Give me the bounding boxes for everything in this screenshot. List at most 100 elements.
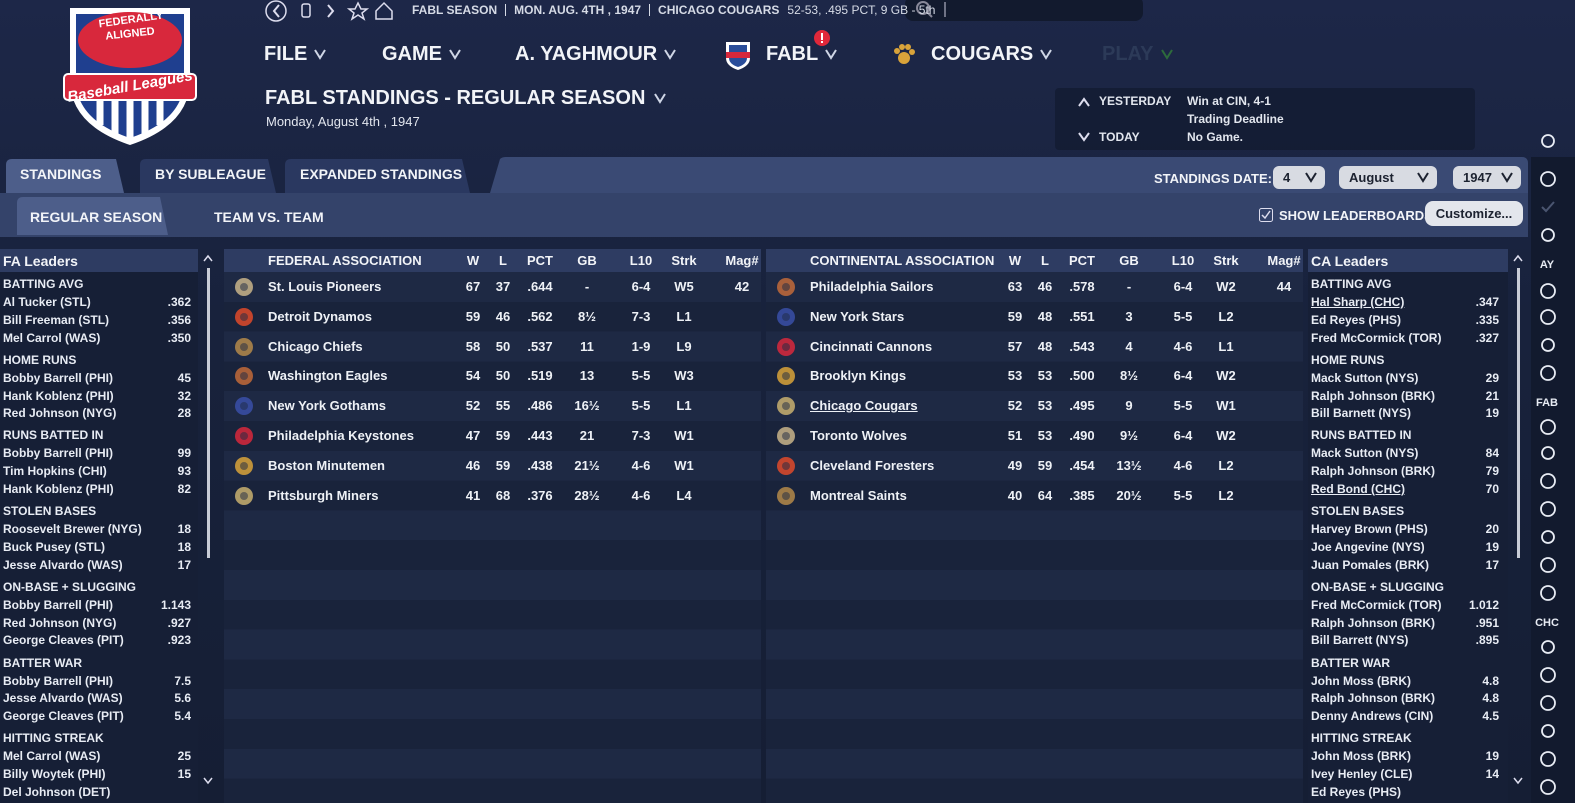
team-name[interactable]: Chicago Chiefs xyxy=(268,338,363,354)
team-name[interactable]: Brooklyn Kings xyxy=(810,368,907,384)
sidebar-icon[interactable] xyxy=(1539,722,1557,740)
tab[interactable]: EXPANDED STANDINGS xyxy=(300,166,463,182)
column-header[interactable]: L xyxy=(499,253,507,268)
subtab[interactable]: TEAM VS. TEAM xyxy=(214,209,324,225)
team-name[interactable]: Cleveland Foresters xyxy=(810,457,935,473)
column-header[interactable]: W xyxy=(466,253,480,268)
leader-name[interactable]: Hal Sharp (CHC) xyxy=(1311,295,1405,309)
tab[interactable]: STANDINGS xyxy=(20,166,102,182)
team-name[interactable]: Boston Minutemen xyxy=(268,457,385,473)
menu-item[interactable]: A. YAGHMOUR xyxy=(515,43,658,65)
team-name[interactable]: Washington Eagles xyxy=(268,368,388,384)
menu-item[interactable]: FILE xyxy=(264,43,308,65)
stat-cell: L1 xyxy=(676,398,692,414)
stat-cell: 5-5 xyxy=(1173,308,1193,324)
date-dropdown[interactable]: August xyxy=(1339,166,1437,189)
sidebar-icon[interactable] xyxy=(1539,336,1557,354)
column-header[interactable]: PCT xyxy=(1069,253,1095,268)
column-header[interactable]: Mag# xyxy=(1267,253,1301,268)
checkbox-label[interactable]: SHOW LEADERBOARDS xyxy=(1279,208,1433,223)
column-header[interactable]: GB xyxy=(577,253,597,268)
team-name[interactable]: Chicago Cougars xyxy=(810,398,918,414)
dropdown-chevron[interactable] xyxy=(1501,172,1513,183)
sidebar-icon[interactable] xyxy=(1539,444,1557,462)
nav-icons[interactable] xyxy=(262,0,393,22)
customize-button[interactable]: Customize... xyxy=(1425,201,1523,226)
sidebar-icon[interactable] xyxy=(1539,308,1557,326)
sidebar-icon[interactable] xyxy=(1539,364,1557,382)
menu-chevron[interactable] xyxy=(824,48,838,60)
column-header[interactable]: GB xyxy=(1119,253,1139,268)
sidebar-icon[interactable] xyxy=(1539,500,1557,518)
sidebar-icon[interactable] xyxy=(1539,418,1557,436)
sidebar-icon[interactable] xyxy=(1539,778,1557,796)
sidebar-icon[interactable] xyxy=(1539,528,1557,546)
menu-item[interactable]: COUGARS xyxy=(931,43,1034,65)
team-name[interactable]: Detroit Dynamos xyxy=(268,308,373,324)
dropdown-chevron[interactable] xyxy=(1305,172,1317,183)
stat-cell: 4-6 xyxy=(1173,338,1193,354)
column-header[interactable]: L xyxy=(1041,253,1049,268)
sidebar-icon[interactable] xyxy=(1539,282,1557,300)
team-name[interactable]: Montreal Saints xyxy=(810,487,907,503)
checkbox[interactable] xyxy=(1259,208,1273,222)
scrollbar[interactable] xyxy=(201,252,215,800)
scrollbar[interactable] xyxy=(1511,252,1525,800)
leader-value: 1.143 xyxy=(160,597,191,612)
column-header[interactable]: L10 xyxy=(629,253,653,268)
column-header[interactable]: Strk xyxy=(1213,253,1239,268)
menu-item[interactable]: PLAY xyxy=(1102,43,1154,65)
sidebar-icon[interactable] xyxy=(1539,750,1557,768)
column-header[interactable]: Strk xyxy=(671,253,697,268)
dropdown-chevron[interactable] xyxy=(1417,172,1429,183)
team-name[interactable]: New York Stars xyxy=(810,308,905,324)
team-name[interactable]: St. Louis Pioneers xyxy=(268,279,382,294)
sidebar-icon[interactable] xyxy=(1539,226,1557,244)
sidebar-icon[interactable] xyxy=(1539,694,1557,712)
leader-value: 18 xyxy=(177,522,191,537)
sidebar-icon[interactable] xyxy=(1539,666,1557,684)
column-header[interactable]: Mag# xyxy=(725,253,759,268)
leaders-header xyxy=(1308,249,1508,272)
stat-cell: 59 xyxy=(1007,308,1023,324)
leader-name: Red Johnson (NYG) xyxy=(3,615,117,630)
stat-cell: 57 xyxy=(1007,338,1023,354)
menu-chevron[interactable] xyxy=(1160,48,1174,60)
sidebar-icon[interactable] xyxy=(1539,170,1557,188)
team-name[interactable]: Philadelphia Sailors xyxy=(810,279,934,294)
team-name[interactable]: Philadelphia Keystones xyxy=(268,428,414,443)
menu-chevron[interactable] xyxy=(663,48,677,60)
sidebar-icon[interactable] xyxy=(1539,198,1557,216)
column-header[interactable]: W xyxy=(1008,253,1022,268)
tab-panel xyxy=(0,157,1528,237)
tab[interactable]: BY SUBLEAGUE xyxy=(155,166,266,182)
team-name[interactable]: Toronto Wolves xyxy=(810,428,908,443)
dropdown-chevron[interactable] xyxy=(653,92,667,104)
sidebar-icon[interactable] xyxy=(1539,472,1557,490)
menu-item[interactable]: GAME xyxy=(382,43,442,65)
date-dropdown[interactable]: 1947 xyxy=(1453,166,1521,189)
sidebar-icon[interactable] xyxy=(1539,132,1557,150)
search-box[interactable] xyxy=(905,0,1143,21)
column-header[interactable]: FEDERAL ASSOCIATION xyxy=(268,253,422,268)
team-name[interactable]: New York Gothams xyxy=(268,398,386,414)
subtab[interactable]: REGULAR SEASON xyxy=(30,209,163,225)
date-dropdown[interactable]: 4 xyxy=(1273,166,1325,189)
leader-name[interactable]: Red Bond (CHC) xyxy=(1311,482,1405,496)
leader-value: 93 xyxy=(177,464,191,479)
menu-chevron[interactable] xyxy=(1039,48,1053,60)
sidebar-icon[interactable] xyxy=(1539,584,1557,602)
sidebar-icon[interactable] xyxy=(1539,638,1557,656)
column-header[interactable]: CONTINENTAL ASSOCIATION xyxy=(810,253,995,268)
menu-chevron[interactable] xyxy=(448,48,462,60)
team-name[interactable]: Cincinnati Cannons xyxy=(810,338,933,354)
leader-value: .350 xyxy=(167,330,191,345)
leader-value: 79 xyxy=(1485,464,1499,479)
sidebar-icon[interactable] xyxy=(1539,556,1557,574)
team-name[interactable]: Pittsburgh Miners xyxy=(268,487,379,503)
leader-name: Denny Andrews (CIN) xyxy=(1311,709,1434,724)
menu-chevron[interactable] xyxy=(313,48,327,60)
column-header[interactable]: PCT xyxy=(527,253,553,268)
menu-item[interactable]: FABL xyxy=(766,43,819,65)
column-header[interactable]: L10 xyxy=(1171,253,1195,268)
